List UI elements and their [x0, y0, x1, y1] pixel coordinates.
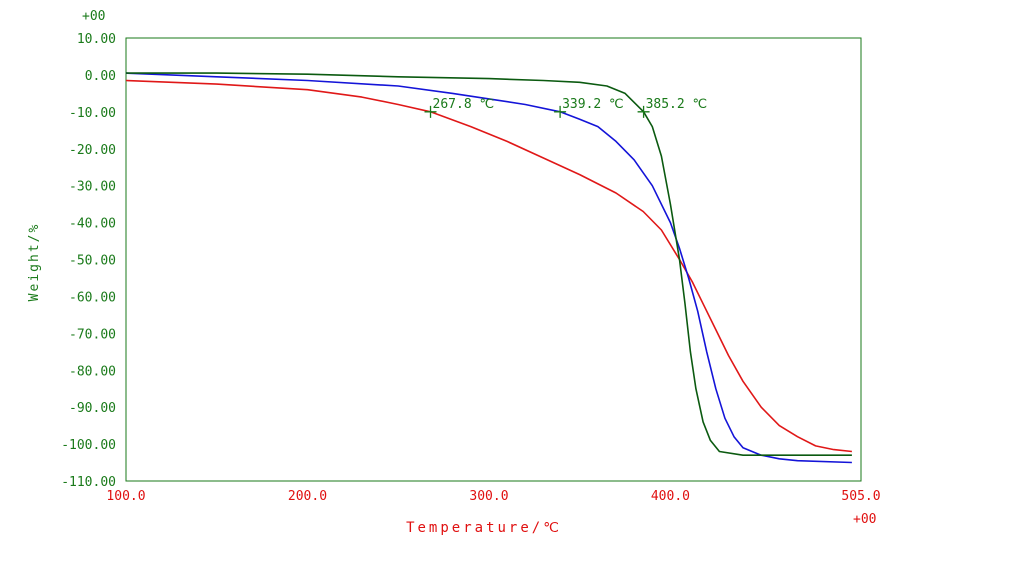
y-tick-label: -40.00	[69, 217, 116, 232]
onset-temperature-label: 385.2 ℃	[646, 97, 708, 112]
y-tick-label: -60.00	[69, 290, 116, 305]
y-tick-label: 0.00	[85, 69, 116, 84]
onset-temperature-label: 267.8 ℃	[433, 97, 495, 112]
y-tick-label: -20.00	[69, 143, 116, 158]
x-tick-label: 100.0	[106, 489, 145, 504]
y-tick-label: -110.00	[61, 475, 116, 490]
y-tick-label: -100.00	[61, 438, 116, 453]
y-tick-label: -50.00	[69, 254, 116, 269]
y-tick-label: -90.00	[69, 401, 116, 416]
plot-frame	[125, 37, 862, 482]
y-tick-label: -70.00	[69, 327, 116, 342]
y-tick-label: -80.00	[69, 364, 116, 379]
curves-layer	[125, 72, 852, 464]
x-tick-label: 300.0	[469, 489, 508, 504]
y-axis-tick-labels: 10.00 0.00 -10.00 -20.00 -30.00 -40.00 -50.00 -…	[61, 32, 116, 490]
onset-marker	[637, 105, 650, 118]
y-tick-label: 10.00	[77, 32, 116, 47]
x-tick-label: 200.0	[288, 489, 327, 504]
onset-temperature-label: 339.2 ℃	[562, 97, 624, 112]
x-tick-label: 400.0	[651, 489, 690, 504]
y-tick-label: -30.00	[69, 180, 116, 195]
x-axis-tick-labels: 100.0 200.0 300.0 400.0 505.0	[106, 489, 880, 504]
green-series-line	[126, 72, 852, 457]
onset-marker	[424, 105, 437, 118]
red-series-line	[125, 79, 852, 453]
y-axis-label: Weight/%	[27, 223, 42, 302]
onset-marker	[554, 105, 567, 118]
y-exponent-label: +00	[82, 9, 105, 24]
y-tick-label: -10.00	[69, 106, 116, 121]
blue-series-line	[125, 72, 852, 464]
x-tick-label: 505.0	[841, 489, 880, 504]
x-axis-label: Temperature/℃	[406, 520, 562, 536]
markers-layer: 267.8 ℃ 339.2 ℃ 385.2 ℃	[424, 97, 708, 118]
x-exponent-label: +00	[853, 512, 876, 527]
